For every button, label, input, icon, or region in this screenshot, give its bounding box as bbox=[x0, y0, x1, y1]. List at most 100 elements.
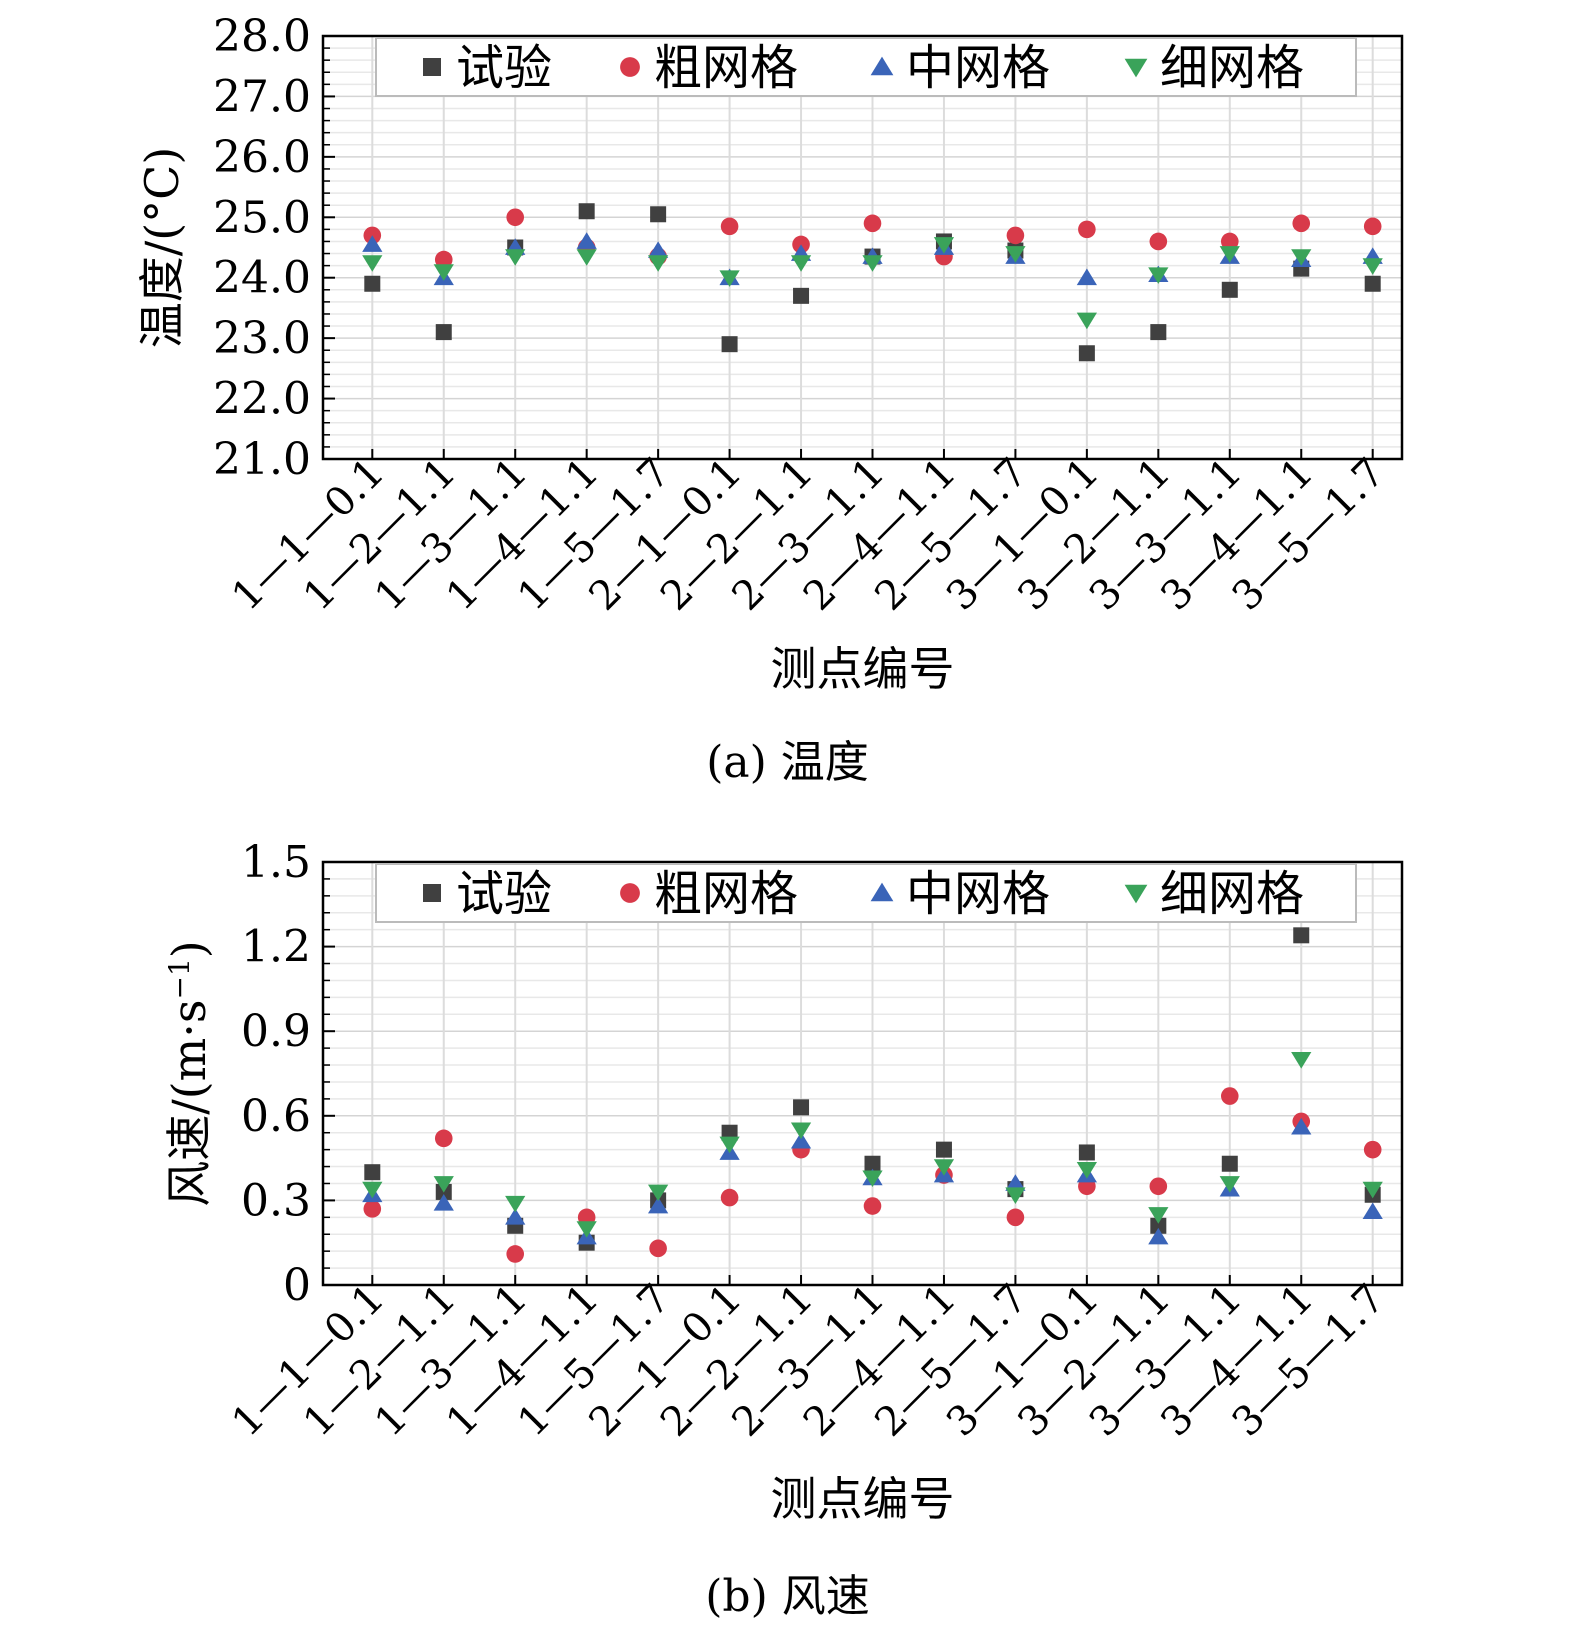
point-triangle-down bbox=[1219, 246, 1240, 263]
point-triangle-down bbox=[362, 255, 383, 272]
grid-a bbox=[323, 36, 1402, 459]
point-triangle-down bbox=[433, 264, 454, 281]
point-triangle-down bbox=[1362, 1181, 1383, 1199]
point-triangle-down bbox=[1076, 312, 1097, 330]
point-triangle-down bbox=[505, 249, 526, 266]
legend-marker bbox=[423, 58, 441, 76]
legend-label: 细网格 bbox=[1160, 866, 1304, 922]
legend-a: 试验 粗网格 中网格 细网格 bbox=[375, 37, 1357, 97]
point-square bbox=[1293, 927, 1310, 944]
y-tick-label: 25.0 bbox=[213, 192, 311, 243]
point-square bbox=[793, 1099, 810, 1116]
point-triangle-down bbox=[576, 1221, 597, 1238]
y-tick-label: 24.0 bbox=[213, 253, 311, 304]
point-triangle-down bbox=[1362, 258, 1383, 275]
legend-marker bbox=[1124, 58, 1148, 78]
point-circle bbox=[1078, 220, 1096, 239]
legend-marker bbox=[870, 882, 894, 902]
y-tick-label: 23.0 bbox=[213, 313, 311, 364]
x-axis-title: 测点编号 bbox=[771, 1472, 955, 1526]
point-triangle-down bbox=[1291, 249, 1312, 266]
legend-label: 试验 bbox=[456, 866, 552, 922]
point-triangle-up bbox=[1362, 1202, 1383, 1220]
legend-label: 中网格 bbox=[906, 866, 1050, 922]
x-axis-a: 1—1—0.11—2—1.11—3—1.11—4—1.11—5—1.72—1—0… bbox=[223, 449, 1394, 620]
point-triangle-down bbox=[1219, 1176, 1240, 1193]
point-triangle-up bbox=[1005, 1174, 1026, 1191]
point-square bbox=[650, 206, 667, 223]
y-tick-label: 0 bbox=[283, 1260, 311, 1311]
point-triangle-up bbox=[576, 232, 597, 249]
y-tick-label: 0.6 bbox=[241, 1091, 311, 1142]
legend-marker bbox=[1124, 884, 1148, 904]
y-tick-label: 0.3 bbox=[241, 1175, 311, 1226]
point-triangle-up bbox=[505, 1208, 526, 1225]
data-points-b bbox=[362, 927, 1383, 1263]
point-circle bbox=[1006, 1208, 1025, 1227]
legend-b: 试验 粗网格 中网格 细网格 bbox=[375, 863, 1357, 923]
point-circle bbox=[1149, 232, 1168, 251]
point-triangle-down bbox=[933, 237, 955, 254]
legend-marker bbox=[620, 57, 640, 77]
point-triangle-down bbox=[719, 1136, 740, 1154]
point-triangle-up bbox=[790, 1131, 812, 1149]
y-axis-title-main: 温度/(°C) bbox=[135, 147, 189, 349]
point-square bbox=[435, 324, 452, 341]
x-axis-b: 1—1—0.11—2—1.11—3—1.11—4—1.11—5—1.72—1—0… bbox=[223, 1275, 1394, 1446]
legend-box bbox=[375, 863, 1357, 923]
point-circle bbox=[1149, 1177, 1168, 1196]
grid-b bbox=[323, 862, 1402, 1285]
legend-marker bbox=[423, 884, 441, 902]
point-circle bbox=[363, 1200, 382, 1218]
point-triangle-up bbox=[1291, 1117, 1312, 1135]
point-triangle-down bbox=[790, 1122, 812, 1140]
point-triangle-up bbox=[1148, 1227, 1169, 1245]
chart-panel-b: 0 0.3 0.6 0.9 1.2 1.5 1—1—0.11—2—1.11—3—1.11—4… bbox=[162, 837, 1404, 1526]
point-triangle-down bbox=[505, 1195, 526, 1213]
plot-frame bbox=[321, 34, 1404, 461]
point-triangle-down bbox=[862, 1170, 883, 1188]
point-triangle-down bbox=[576, 249, 597, 266]
y-tick-label: 1.5 bbox=[241, 837, 311, 888]
point-triangle-down bbox=[862, 255, 883, 272]
point-triangle-up bbox=[362, 235, 383, 252]
legend-marker bbox=[620, 883, 640, 903]
y-axis-a: 21.0 22.0 23.0 24.0 25.0 26.0 27.0 28.0 bbox=[213, 11, 335, 485]
point-circle bbox=[506, 1245, 525, 1263]
point-circle bbox=[1220, 1087, 1239, 1105]
y-tick-label: 27.0 bbox=[213, 71, 311, 122]
x-axis-title: 测点编号 bbox=[771, 642, 955, 696]
point-triangle-up bbox=[648, 1196, 669, 1214]
point-circle bbox=[1292, 214, 1311, 233]
y-tick-label: 1.2 bbox=[241, 922, 311, 973]
y-axis-title-main: 风速/(m·s bbox=[162, 999, 216, 1206]
legend-box bbox=[375, 37, 1357, 97]
point-square bbox=[364, 1164, 381, 1181]
point-square bbox=[578, 203, 595, 220]
point-triangle-up bbox=[648, 241, 669, 258]
point-circle bbox=[434, 1129, 453, 1148]
point-triangle-up bbox=[433, 1194, 454, 1211]
point-triangle-down bbox=[719, 270, 740, 287]
point-triangle-down bbox=[648, 255, 669, 272]
y-tick-label: 22.0 bbox=[213, 374, 311, 425]
legend-label: 细网格 bbox=[1160, 40, 1304, 96]
point-triangle-down bbox=[1148, 267, 1169, 284]
plot-frame bbox=[321, 860, 1404, 1287]
point-circle bbox=[434, 250, 453, 269]
y-tick-label: 0.9 bbox=[241, 1006, 311, 1057]
point-circle bbox=[863, 1197, 882, 1215]
y-tick-label: 28.0 bbox=[213, 11, 311, 62]
y-axis-title-sup: −1 bbox=[163, 958, 196, 999]
y-axis-title: 温度/(°C) bbox=[135, 147, 189, 349]
point-triangle-down bbox=[433, 1176, 454, 1193]
point-circle bbox=[720, 217, 739, 236]
data-points-a bbox=[362, 203, 1383, 362]
point-circle bbox=[863, 214, 882, 233]
point-circle bbox=[506, 208, 525, 227]
point-circle bbox=[649, 1239, 667, 1258]
point-square bbox=[1364, 275, 1381, 292]
point-square bbox=[721, 336, 738, 353]
legend-label: 粗网格 bbox=[654, 866, 798, 922]
